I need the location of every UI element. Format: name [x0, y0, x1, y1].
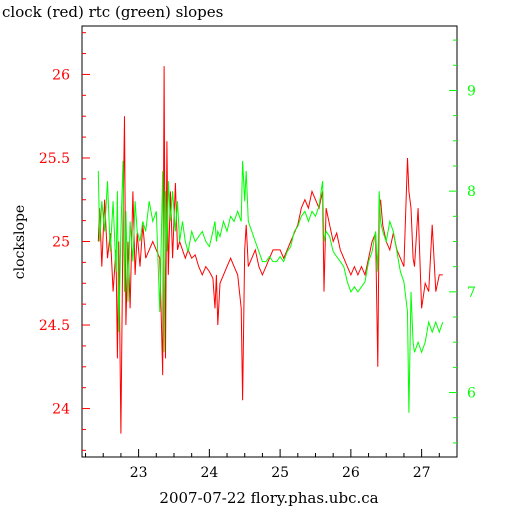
right-tick-label: 6: [467, 386, 476, 402]
left-tick-label: 25: [52, 235, 70, 251]
left-tick-label: 24.5: [39, 318, 70, 334]
series-line-rtc: [97, 160, 444, 413]
series-layer: [97, 66, 444, 434]
x-tick-label: 23: [130, 465, 148, 481]
x-axis-label: 2007-07-22 flory.phas.ubc.ca: [159, 489, 378, 507]
x-tick-label: 26: [342, 465, 360, 481]
left-y-axis: 24 24.5 25 25.5 26: [39, 32, 90, 451]
right-tick-label: 9: [467, 83, 476, 99]
left-tick-label: 24: [52, 402, 70, 418]
chart-title: clock (red) rtc (green) slopes: [2, 3, 223, 21]
left-tick-label: 26: [52, 67, 70, 83]
x-tick-label: 27: [413, 465, 431, 481]
left-tick-label: 25.5: [39, 151, 70, 167]
right-tick-label: 8: [467, 184, 476, 200]
right-y-axis: 6 7 8 9: [449, 39, 476, 444]
x-tick-label: 24: [200, 465, 218, 481]
series-line-clock: [97, 66, 443, 434]
x-tick-label: 25: [271, 465, 289, 481]
right-tick-label: 7: [467, 285, 476, 301]
x-axis: 23 24 25 26 27: [85, 449, 458, 481]
y-axis-label: clockslope: [12, 205, 28, 279]
